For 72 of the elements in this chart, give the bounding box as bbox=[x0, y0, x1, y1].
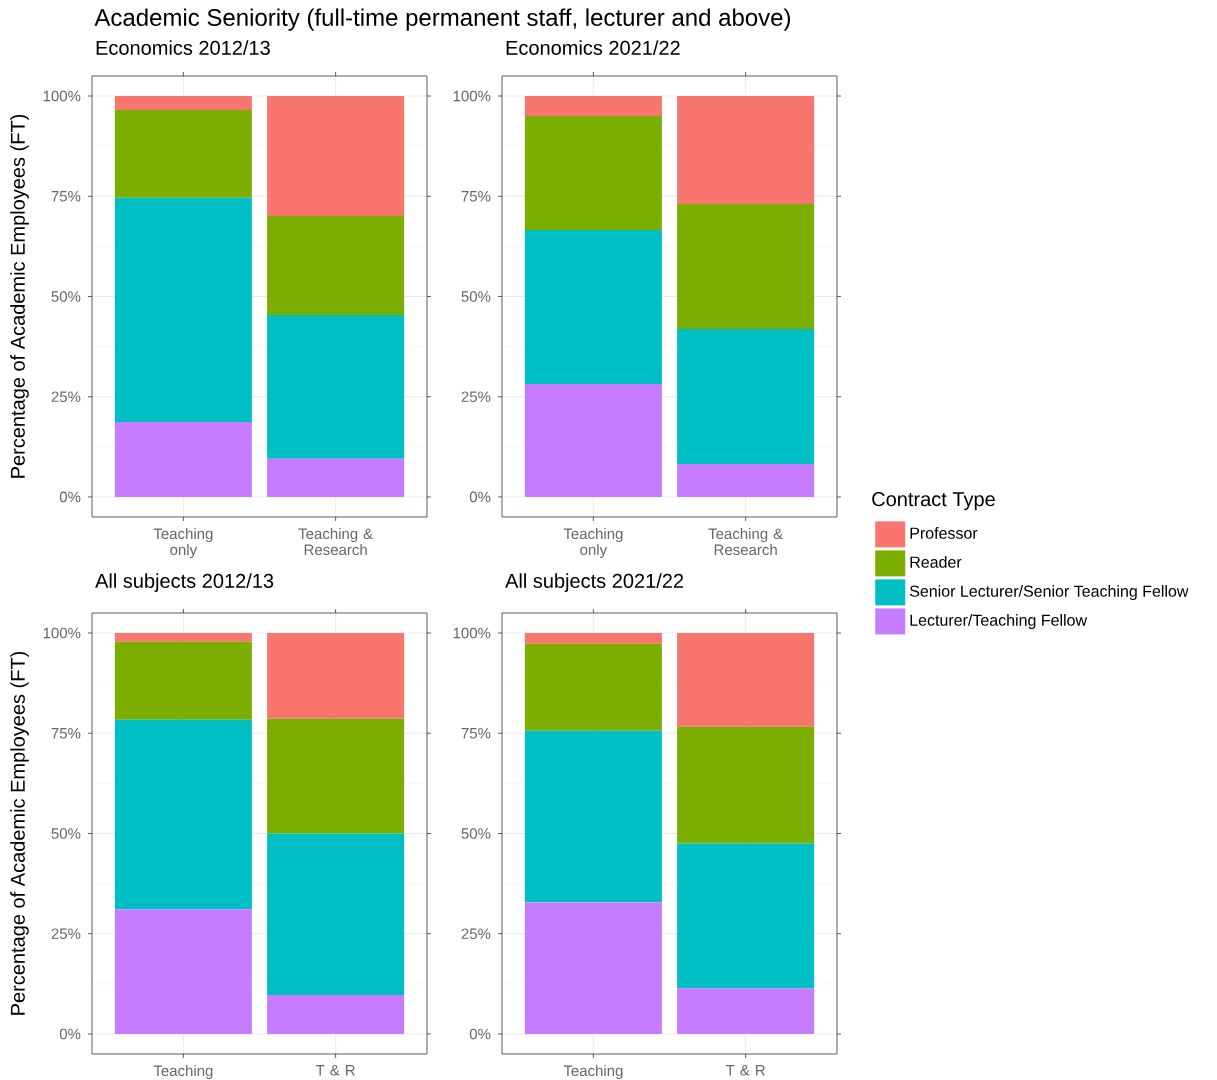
y-tick-label: 100% bbox=[43, 90, 81, 102]
y-tick-label: 25% bbox=[461, 928, 491, 940]
y-tick-label: 75% bbox=[461, 190, 491, 202]
bar bbox=[677, 203, 815, 329]
bar bbox=[114, 719, 252, 910]
bar bbox=[524, 96, 662, 117]
y-tick-label: 0% bbox=[59, 491, 81, 503]
y-tick-label: 0% bbox=[59, 1028, 81, 1040]
y-tick-label: 75% bbox=[51, 727, 81, 739]
y-tick-label: 100% bbox=[43, 627, 81, 639]
y-tick-label: 50% bbox=[461, 291, 491, 302]
chart-subtitle: Economics 2012/13 bbox=[96, 40, 270, 55]
y-tick-label: 0% bbox=[469, 1028, 491, 1040]
y-tick-label: 50% bbox=[51, 828, 81, 839]
bar bbox=[267, 833, 405, 996]
bar bbox=[114, 421, 252, 497]
y-tick-label: 100% bbox=[453, 90, 491, 102]
x-tick-label: T & R bbox=[725, 1065, 765, 1076]
bar bbox=[114, 110, 252, 198]
bar bbox=[677, 988, 815, 1034]
legend-label: Senior Lecturer/Senior Teaching Fellow bbox=[909, 585, 1189, 601]
bar bbox=[677, 843, 815, 989]
y-axis-title: Percentage of Academic Employees (FT) bbox=[10, 114, 29, 478]
bar bbox=[524, 383, 662, 497]
bar bbox=[524, 116, 662, 230]
y-tick-label: 100% bbox=[453, 627, 491, 639]
y-tick-label: 75% bbox=[461, 727, 491, 739]
chart-title: All subjects 2021/22 bbox=[505, 573, 684, 592]
y-tick-label: 25% bbox=[51, 391, 81, 403]
bar bbox=[114, 641, 252, 720]
y-tick-label: 25% bbox=[51, 928, 81, 940]
bar bbox=[267, 314, 405, 459]
x-tick-label: Teaching bbox=[153, 1065, 213, 1080]
bar bbox=[524, 633, 662, 644]
x-tick-label: Teaching & Research bbox=[708, 528, 783, 556]
x-tick-label: Teaching bbox=[563, 1065, 623, 1080]
bar bbox=[677, 96, 815, 204]
legend-label: Lecturer/Teaching Fellow bbox=[910, 614, 1088, 629]
y-tick-label: 25% bbox=[461, 391, 491, 403]
bar bbox=[114, 96, 252, 111]
bar bbox=[524, 902, 662, 1034]
legend-title: Contract Type bbox=[872, 492, 995, 511]
bar bbox=[114, 197, 252, 422]
x-tick-label: Teaching only bbox=[153, 528, 213, 559]
bar bbox=[524, 730, 662, 903]
bar bbox=[677, 633, 815, 727]
x-tick-label: Teaching only bbox=[563, 528, 623, 559]
bar bbox=[267, 215, 405, 315]
x-tick-label: T & R bbox=[315, 1065, 355, 1076]
bar bbox=[267, 633, 405, 719]
y-tick-label: 50% bbox=[51, 291, 81, 302]
bar bbox=[524, 229, 662, 384]
bar bbox=[524, 643, 662, 731]
legend-label: Reader bbox=[910, 556, 962, 568]
y-tick-label: 0% bbox=[469, 491, 491, 503]
bar bbox=[677, 328, 815, 465]
x-tick-label: Teaching & Research bbox=[298, 528, 373, 556]
bar bbox=[267, 995, 405, 1034]
bar bbox=[114, 909, 252, 1034]
bar bbox=[267, 458, 405, 497]
bar bbox=[267, 96, 405, 216]
bar bbox=[677, 726, 815, 844]
y-tick-label: 75% bbox=[51, 190, 81, 202]
chart-title: Academic Seniority (full-time permanent staff, lecturer and above) bbox=[94, 8, 790, 31]
y-tick-label: 50% bbox=[461, 828, 491, 839]
bar bbox=[677, 464, 815, 497]
y-axis-title: Percentage of Academic Employees (FT) bbox=[10, 651, 29, 1015]
chart-title: All subjects 2012/13 bbox=[95, 573, 274, 592]
legend-label: Professor bbox=[910, 527, 978, 539]
chart-title: Economics 2021/22 bbox=[506, 40, 680, 55]
bar bbox=[267, 718, 405, 834]
bar bbox=[114, 633, 252, 642]
